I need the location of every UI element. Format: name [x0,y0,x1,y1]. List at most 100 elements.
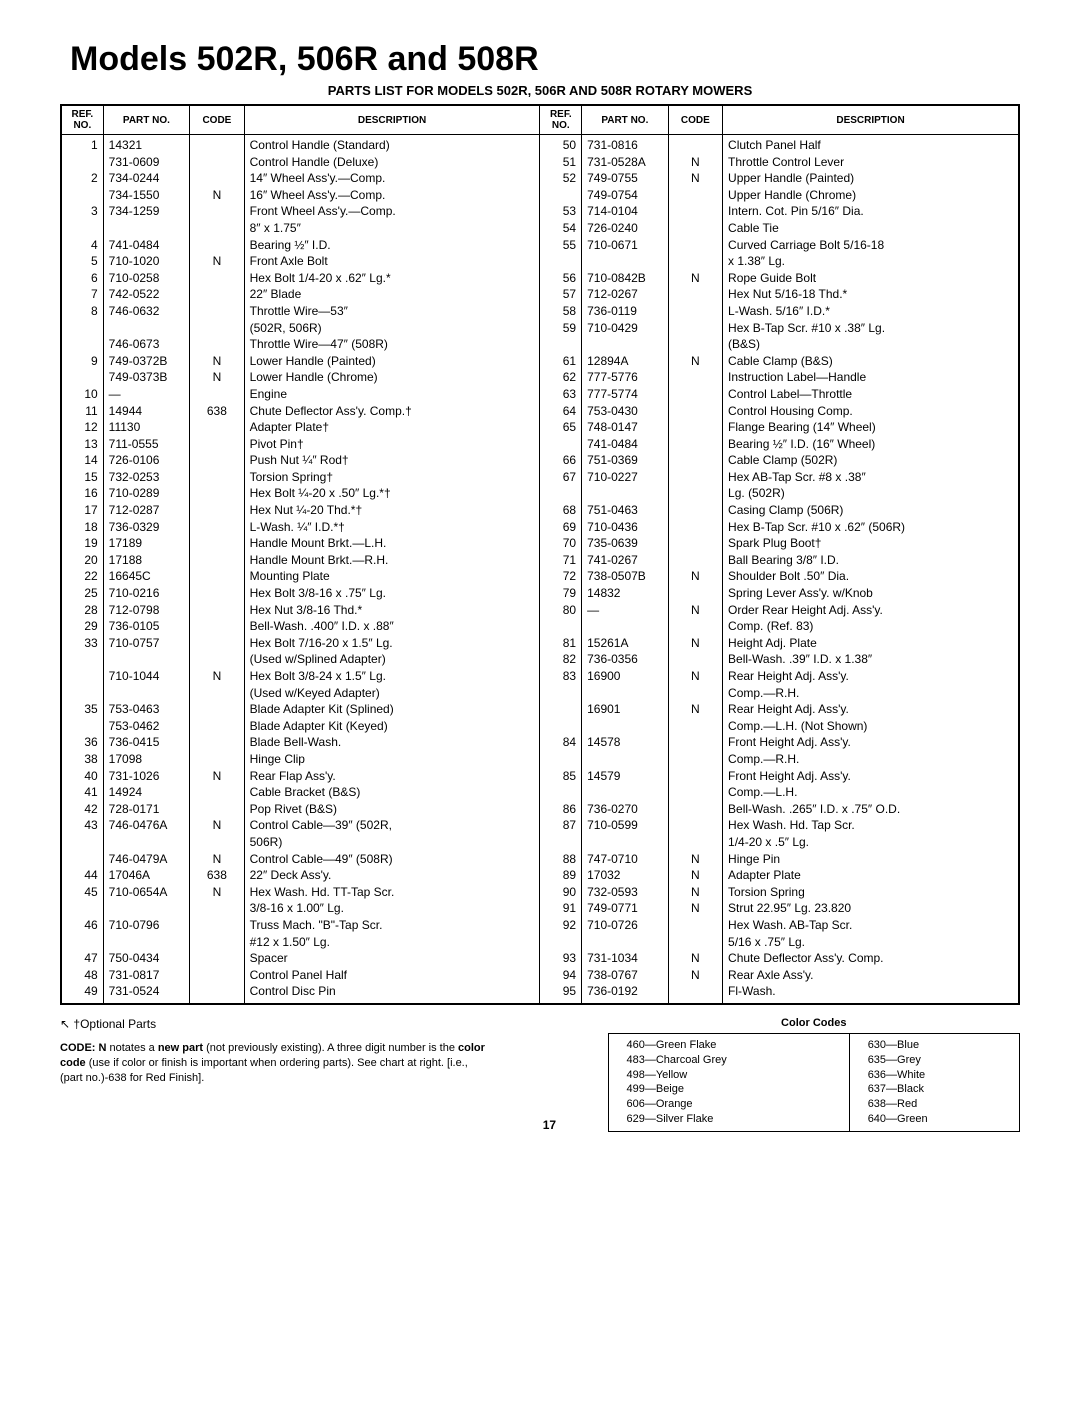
cell-part: 14832 [582,586,669,603]
cell-code [668,834,722,851]
cell-ref [61,220,103,237]
cell-code: N [668,851,722,868]
table-row: #12 x 1.50″ Lg. 5/16 x .75″ Lg. [61,934,1019,951]
cell-code [190,602,244,619]
cell-code [668,237,722,254]
cell-code [190,287,244,304]
table-row: 9749-0372BNLower Handle (Painted)6112894… [61,353,1019,370]
cell-part: 731-0524 [103,984,190,1004]
cell-desc: Upper Handle (Painted) [723,171,1019,188]
cell-code: N [190,818,244,835]
cell-part [103,320,190,337]
color-codes-title: Color Codes [608,1017,1021,1029]
cell-part: 710-0227 [582,469,669,486]
cell-desc: Bearing ½″ I.D. [244,237,540,254]
cell-ref [61,669,103,686]
cell-ref: 13 [61,436,103,453]
cell-ref: 83 [540,669,582,686]
cell-desc: Lower Handle (Chrome) [244,370,540,387]
cell-code [668,187,722,204]
cell-desc: Hex B-Tap Scr. #10 x .62″ (506R) [723,519,1019,536]
cell-code [190,135,244,155]
table-row: 45710-0654ANHex Wash. Hd. TT-Tap Scr.907… [61,884,1019,901]
cell-part: 712-0287 [103,503,190,520]
cell-part: 738-0767 [582,967,669,984]
cell-code: N [190,353,244,370]
cell-part [103,934,190,951]
color-codes-left: 460—Green Flake 483—Charcoal Grey 498—Ye… [608,1033,849,1131]
table-row: 16710-0289Hex Bolt ¼-20 x .50″ Lg.*† Lg.… [61,486,1019,503]
cell-desc: Comp.—R.H. [723,685,1019,702]
cell-part: 16901 [582,702,669,719]
cell-part: 777-5776 [582,370,669,387]
cell-code [668,503,722,520]
cell-part: 17046A [103,868,190,885]
cell-part: 777-5774 [582,386,669,403]
table-row: 28712-0798Hex Nut 3/8-16 Thd.*80—NOrder … [61,602,1019,619]
cell-part: 749-0372B [103,353,190,370]
cell-code [190,635,244,652]
cell-desc: #12 x 1.50″ Lg. [244,934,540,951]
cell-desc: Control Label—Throttle [723,386,1019,403]
cell-code [190,270,244,287]
table-row: 49731-0524Control Disc Pin95736-0192Fl-W… [61,984,1019,1004]
cell-ref [61,187,103,204]
cell-part: 16645C [103,569,190,586]
cell-code [668,652,722,669]
cell-part: 731-0817 [103,967,190,984]
cell-part: 750-0434 [103,951,190,968]
cell-desc: Order Rear Height Adj. Ass'y. [723,602,1019,619]
cell-desc: Cable Clamp (B&S) [723,353,1019,370]
cell-code [668,536,722,553]
table-row: 8″ x 1.75″54726-0240Cable Tie [61,220,1019,237]
cell-part [582,718,669,735]
cell-ref: 41 [61,785,103,802]
cell-code [668,768,722,785]
cell-part: 741-0484 [582,436,669,453]
cell-ref: 71 [540,552,582,569]
table-row: 1114944638Chute Deflector Ass'y. Comp.†6… [61,403,1019,420]
cell-desc: Rear Flap Ass'y. [244,768,540,785]
cell-part [582,486,669,503]
cell-desc: (Used w/Keyed Adapter) [244,685,540,702]
cell-desc: Hex Nut 3/8-16 Thd.* [244,602,540,619]
cell-ref: 20 [61,552,103,569]
cell-desc: x 1.38″ Lg. [723,254,1019,271]
cell-part: 732-0253 [103,469,190,486]
cell-part: 753-0462 [103,718,190,735]
cell-ref: 8 [61,303,103,320]
cell-part: 731-1034 [582,951,669,968]
cell-part: 17189 [103,536,190,553]
cell-code [668,436,722,453]
table-row: 2017188Handle Mount Brkt.—R.H.71741-0267… [61,552,1019,569]
cell-part: 710-0757 [103,635,190,652]
cell-code: N [668,884,722,901]
cell-ref: 85 [540,768,582,785]
cell-part: 14321 [103,135,190,155]
cell-code [190,652,244,669]
cell-ref: 40 [61,768,103,785]
cell-desc: Cable Tie [723,220,1019,237]
cell-desc: Hex Wash. AB-Tap Scr. [723,917,1019,934]
table-row: (Used w/Keyed Adapter) Comp.—R.H. [61,685,1019,702]
cell-ref: 92 [540,917,582,934]
cell-part: 11130 [103,420,190,437]
cell-part: 710-0216 [103,586,190,603]
table-row: 4741-0484Bearing ½″ I.D.55710-0671Curved… [61,237,1019,254]
cell-desc: Shoulder Bolt .50″ Dia. [723,569,1019,586]
cell-desc: (Used w/Splined Adapter) [244,652,540,669]
cell-code [668,735,722,752]
cell-desc: Hex Bolt 3/8-16 x .75″ Lg. [244,586,540,603]
table-row: 5710-1020NFront Axle Bolt x 1.38″ Lg. [61,254,1019,271]
cell-desc: Instruction Label—Handle [723,370,1019,387]
cell-desc: Lower Handle (Painted) [244,353,540,370]
cell-ref: 70 [540,536,582,553]
cell-part [582,685,669,702]
cell-desc: Comp.—L.H. (Not Shown) [723,718,1019,735]
cell-desc: Handle Mount Brkt.—R.H. [244,552,540,569]
header-desc: DESCRIPTION [244,105,540,135]
cell-desc: Hex Wash. Hd. TT-Tap Scr. [244,884,540,901]
cell-desc: Blade Adapter Kit (Keyed) [244,718,540,735]
cell-desc: 3/8-16 x 1.00″ Lg. [244,901,540,918]
cell-ref [540,337,582,354]
